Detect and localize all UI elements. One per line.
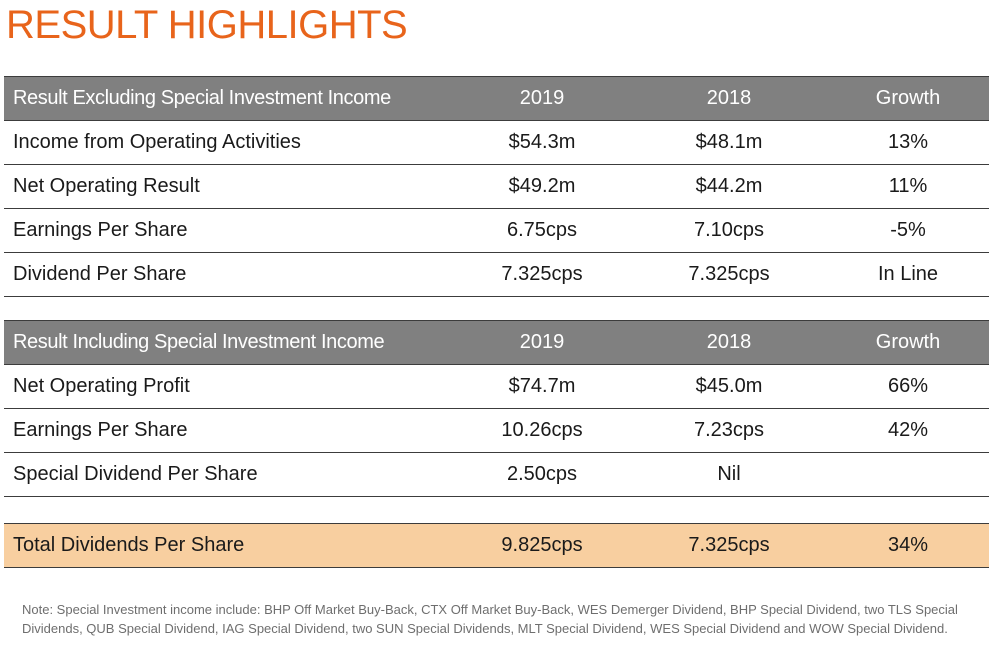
- table-row: Net Operating Profit $74.7m $45.0m 66%: [4, 364, 989, 409]
- header-2019: 2019: [453, 320, 631, 365]
- row-label: Income from Operating Activities: [4, 120, 453, 165]
- table-row: Dividend Per Share 7.325cps 7.325cps In …: [4, 252, 989, 297]
- row-label: Net Operating Result: [4, 164, 453, 209]
- total-row: Total Dividends Per Share 9.825cps 7.325…: [4, 523, 989, 568]
- total-2018: 7.325cps: [631, 523, 827, 568]
- page-title: RESULT HIGHLIGHTS: [6, 3, 408, 47]
- value-2018: 7.23cps: [631, 408, 827, 453]
- table-row: Net Operating Result $49.2m $44.2m 11%: [4, 164, 989, 209]
- result-including-special-table: Result Including Special Investment Inco…: [4, 320, 989, 497]
- value-growth: [827, 452, 989, 497]
- table-row: Income from Operating Activities $54.3m …: [4, 120, 989, 165]
- value-growth: In Line: [827, 252, 989, 297]
- value-2019: $54.3m: [453, 120, 631, 165]
- row-label: Dividend Per Share: [4, 252, 453, 297]
- value-2019: 10.26cps: [453, 408, 631, 453]
- value-growth: 13%: [827, 120, 989, 165]
- footnote: Note: Special Investment income include:…: [22, 602, 958, 636]
- header-label: Result Excluding Special Investment Inco…: [4, 76, 453, 121]
- header-label: Result Including Special Investment Inco…: [4, 320, 453, 365]
- table-header-row: Result Including Special Investment Inco…: [4, 320, 989, 365]
- result-excluding-special-table: Result Excluding Special Investment Inco…: [4, 76, 989, 297]
- row-label: Earnings Per Share: [4, 208, 453, 253]
- value-2018: 7.325cps: [631, 252, 827, 297]
- table-header-row: Result Excluding Special Investment Inco…: [4, 76, 989, 121]
- value-growth: 42%: [827, 408, 989, 453]
- row-label: Net Operating Profit: [4, 364, 453, 409]
- value-2018: $45.0m: [631, 364, 827, 409]
- total-label: Total Dividends Per Share: [4, 523, 453, 568]
- header-2019: 2019: [453, 76, 631, 121]
- table-row: Earnings Per Share 6.75cps 7.10cps -5%: [4, 208, 989, 253]
- value-2019: $74.7m: [453, 364, 631, 409]
- value-2018: $44.2m: [631, 164, 827, 209]
- table-row: Earnings Per Share 10.26cps 7.23cps 42%: [4, 408, 989, 453]
- header-2018: 2018: [631, 76, 827, 121]
- value-2019: $49.2m: [453, 164, 631, 209]
- row-label: Special Dividend Per Share: [4, 452, 453, 497]
- header-2018: 2018: [631, 320, 827, 365]
- value-growth: 11%: [827, 164, 989, 209]
- header-growth: Growth: [827, 76, 989, 121]
- value-growth: 66%: [827, 364, 989, 409]
- total-2019: 9.825cps: [453, 523, 631, 568]
- value-2018: $48.1m: [631, 120, 827, 165]
- value-2019: 6.75cps: [453, 208, 631, 253]
- row-label: Earnings Per Share: [4, 408, 453, 453]
- table-row: Special Dividend Per Share 2.50cps Nil: [4, 452, 989, 497]
- value-2019: 2.50cps: [453, 452, 631, 497]
- value-growth: -5%: [827, 208, 989, 253]
- value-2018: 7.10cps: [631, 208, 827, 253]
- total-dividends-table: Total Dividends Per Share 9.825cps 7.325…: [4, 523, 989, 568]
- value-2019: 7.325cps: [453, 252, 631, 297]
- total-growth: 34%: [827, 523, 989, 568]
- value-2018: Nil: [631, 452, 827, 497]
- header-growth: Growth: [827, 320, 989, 365]
